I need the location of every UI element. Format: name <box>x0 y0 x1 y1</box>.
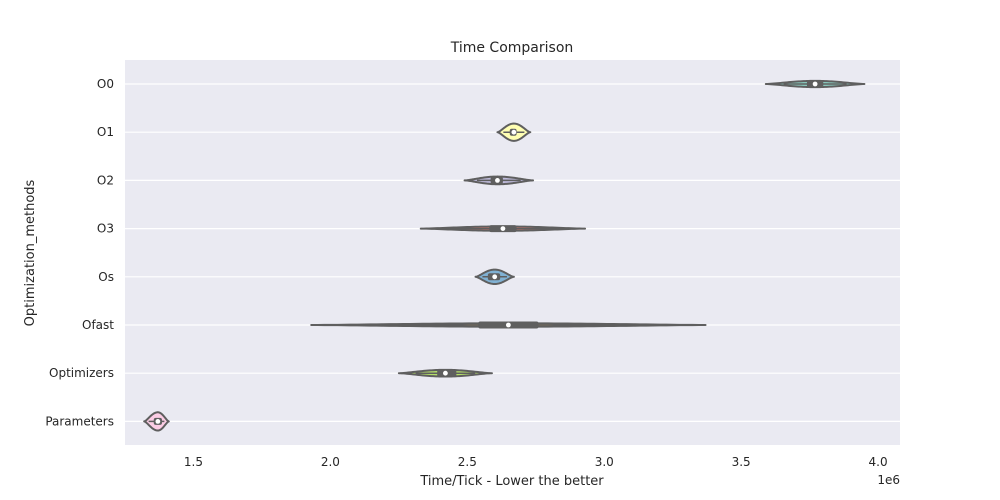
violin-median <box>155 419 161 424</box>
violin-os <box>474 268 515 285</box>
chart-title: Time Comparison <box>450 40 574 56</box>
violin-median <box>495 178 500 183</box>
x-tick-label: 2.5 <box>458 455 477 469</box>
violin-median <box>492 274 498 280</box>
violin-ofast <box>310 321 707 329</box>
violin-median <box>505 322 511 328</box>
y-tick-label: O3 <box>97 222 114 236</box>
x-offset-label: 1e6 <box>877 473 900 487</box>
x-tick-label: 1.5 <box>184 455 203 469</box>
y-tick-label: O0 <box>97 77 114 91</box>
violin-o2 <box>463 175 535 186</box>
x-tick-labels: 1.5 2.0 2.5 3.0 3.5 4.0 <box>184 455 888 469</box>
x-tick-label: 4.0 <box>869 455 888 469</box>
violin-parameters <box>143 411 170 432</box>
y-tick-label: Parameters <box>45 414 114 428</box>
y-tick-label: Optimizers <box>49 366 114 380</box>
violin-median <box>500 226 506 232</box>
violin-o3 <box>419 225 587 233</box>
y-tick-label: O1 <box>97 125 114 139</box>
violin-optimizers <box>397 368 493 378</box>
violin-median <box>443 370 448 376</box>
x-tick-label: 3.0 <box>595 455 614 469</box>
x-axis-label: Time/Tick - Lower the better <box>419 474 604 489</box>
violin-median <box>812 81 818 87</box>
violin-o1 <box>496 122 532 142</box>
y-tick-labels: O0 O1 O2 O3 Os Ofast Optimizers Parameters <box>45 77 114 428</box>
x-tick-label: 2.0 <box>321 455 340 469</box>
y-tick-label: Ofast <box>82 318 114 332</box>
y-tick-label: Os <box>98 270 114 284</box>
plot-area <box>125 60 900 445</box>
x-tick-label: 3.5 <box>732 455 751 469</box>
violins <box>143 79 866 432</box>
violin-median <box>511 129 517 135</box>
y-axis-label: Optimization_methods <box>23 179 38 326</box>
violin-o0 <box>764 79 866 89</box>
y-tick-label: O2 <box>97 173 114 187</box>
